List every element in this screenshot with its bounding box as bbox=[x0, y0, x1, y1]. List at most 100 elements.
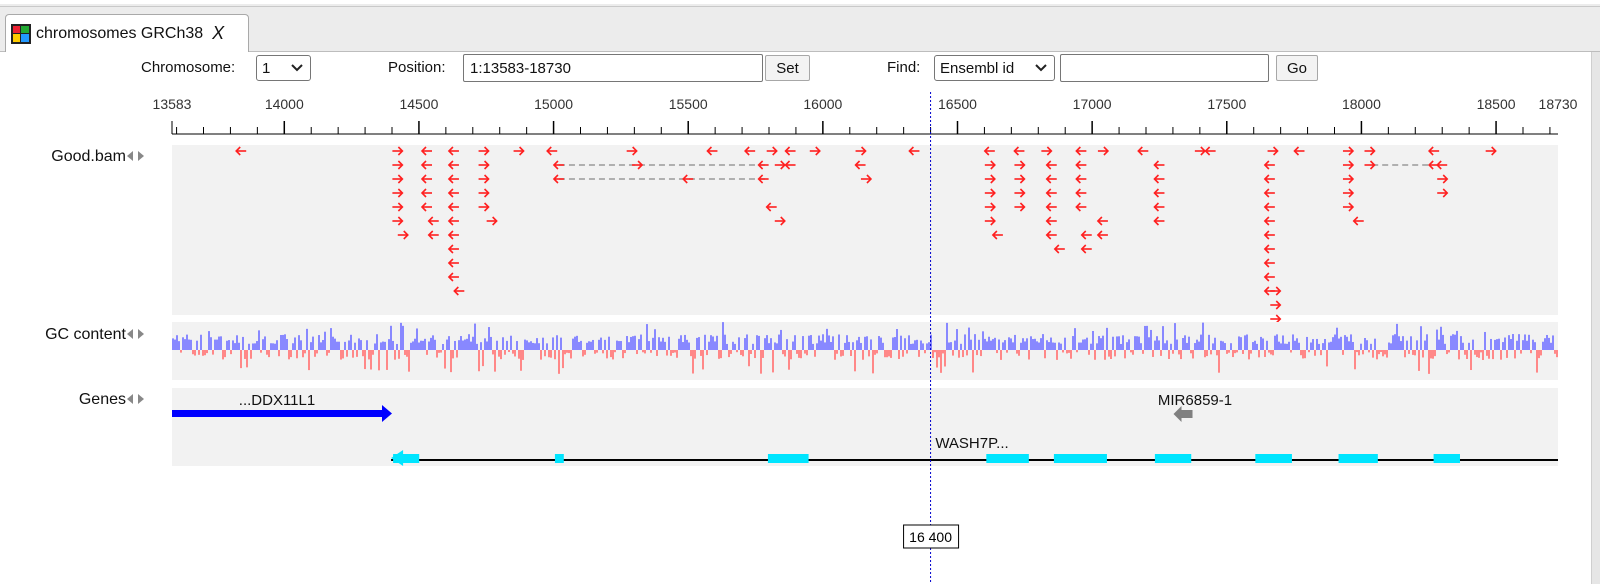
gc-low-bar bbox=[450, 350, 452, 373]
gc-low-bar bbox=[1216, 350, 1218, 356]
gc-low-bar bbox=[1356, 350, 1358, 353]
gc-low-bar bbox=[790, 350, 792, 360]
gc-low-bar bbox=[1068, 350, 1070, 353]
gc-low-bar bbox=[690, 350, 692, 357]
read-head bbox=[682, 174, 688, 184]
read-head bbox=[1263, 160, 1270, 170]
gc-low-bar bbox=[936, 350, 938, 368]
close-icon[interactable]: X bbox=[212, 23, 225, 43]
gc-high-bar bbox=[1332, 337, 1334, 350]
find-type-select[interactable]: Ensembl id bbox=[934, 55, 1055, 81]
gc-high-bar bbox=[680, 335, 682, 350]
gc-low-bar bbox=[1290, 350, 1292, 353]
gc-high-bar bbox=[998, 339, 1000, 350]
gc-low-bar bbox=[672, 350, 674, 353]
read-reverse-arrow bbox=[1263, 230, 1275, 240]
gc-low-bar bbox=[1514, 350, 1516, 359]
gc-low-bar bbox=[854, 350, 856, 372]
read-reverse-arrow bbox=[991, 230, 1003, 240]
gc-bars bbox=[172, 322, 1558, 374]
set-button[interactable]: Set bbox=[765, 55, 810, 81]
tab-chromosomes[interactable]: chromosomes GRCh38 X bbox=[5, 14, 249, 52]
gc-high-bar bbox=[1150, 329, 1152, 350]
gc-high-bar bbox=[812, 343, 814, 350]
gc-high-bar bbox=[1552, 335, 1554, 350]
gc-low-bar bbox=[512, 350, 514, 354]
gc-high-bar bbox=[1042, 334, 1044, 350]
gc-high-bar bbox=[1174, 323, 1176, 350]
track-collapse-arrows-icon[interactable] bbox=[126, 393, 146, 405]
gc-low-bar bbox=[584, 350, 586, 355]
gc-low-bar bbox=[1376, 350, 1378, 360]
gc-low-bar bbox=[886, 350, 888, 358]
gc-high-bar bbox=[348, 340, 350, 350]
track-collapse-arrows-icon[interactable] bbox=[126, 150, 146, 162]
gc-low-bar bbox=[874, 350, 876, 355]
read-head bbox=[637, 160, 644, 170]
read-head bbox=[1348, 188, 1355, 198]
chromosome-select[interactable]: 1 bbox=[256, 55, 311, 81]
gc-high-bar bbox=[1400, 341, 1402, 350]
find-input[interactable] bbox=[1060, 54, 1269, 82]
read-forward-arrow bbox=[984, 216, 996, 226]
gc-high-bar bbox=[766, 335, 768, 350]
gc-low-bar bbox=[1362, 350, 1364, 355]
read-head bbox=[1075, 202, 1081, 212]
gc-low-bar bbox=[1110, 350, 1112, 359]
gc-high-bar bbox=[858, 336, 860, 350]
gc-high-bar bbox=[1254, 340, 1256, 350]
gc-high-bar bbox=[1038, 342, 1040, 350]
gc-high-bar bbox=[474, 323, 476, 350]
read-reverse-arrow bbox=[1075, 202, 1087, 212]
position-input[interactable]: 1:13583-18730 bbox=[463, 54, 763, 82]
read-forward-arrow bbox=[478, 174, 490, 184]
gc-low-bar bbox=[1234, 350, 1236, 354]
gc-high-bar bbox=[1262, 338, 1264, 350]
gc-high-bar bbox=[350, 334, 352, 350]
gc-low-bar bbox=[1088, 350, 1090, 355]
gc-low-bar bbox=[356, 350, 358, 357]
gc-low-bar bbox=[340, 350, 342, 360]
gc-low-bar bbox=[1408, 350, 1410, 354]
gc-low-bar bbox=[1192, 350, 1194, 359]
gc-high-bar bbox=[1276, 334, 1278, 350]
read-reverse-arrow bbox=[427, 216, 439, 226]
gc-low-bar bbox=[260, 350, 262, 353]
gc-high-bar bbox=[1212, 343, 1214, 350]
gc-high-bar bbox=[1214, 337, 1216, 350]
gc-low-bar bbox=[1474, 350, 1476, 355]
gc-high-bar bbox=[188, 339, 190, 350]
go-button[interactable]: Go bbox=[1276, 55, 1318, 81]
read-head bbox=[447, 216, 454, 226]
gene-wash7p-arrowhead bbox=[391, 450, 404, 466]
read-reverse-arrow bbox=[420, 174, 433, 184]
read-reverse-arrow bbox=[1045, 202, 1057, 212]
gc-high-bar bbox=[366, 340, 368, 350]
chevron-down-icon bbox=[291, 64, 303, 72]
gc-low-bar bbox=[1218, 350, 1220, 373]
scrollbar[interactable] bbox=[1591, 52, 1600, 584]
gc-high-bar bbox=[286, 339, 288, 350]
gc-high-bar bbox=[732, 341, 734, 350]
gc-high-bar bbox=[818, 335, 820, 350]
gc-high-bar bbox=[1026, 338, 1028, 350]
read-head bbox=[772, 146, 778, 156]
gc-high-bar bbox=[724, 334, 726, 350]
gc-low-bar bbox=[498, 350, 500, 357]
gc-high-bar bbox=[604, 339, 606, 350]
read-reverse-arrow bbox=[1436, 160, 1448, 170]
gc-high-bar bbox=[1502, 342, 1504, 350]
track-collapse-arrows-icon[interactable] bbox=[126, 328, 146, 340]
ruler-label: 16500 bbox=[938, 96, 977, 112]
gc-low-bar bbox=[996, 350, 998, 354]
read-head bbox=[483, 202, 490, 212]
read-reverse-arrow bbox=[1293, 146, 1305, 156]
ruler-label: 18000 bbox=[1342, 96, 1381, 112]
gc-high-bar bbox=[916, 339, 918, 350]
gc-high-bar bbox=[430, 337, 432, 350]
gc-low-bar bbox=[438, 350, 440, 353]
read-head bbox=[1263, 188, 1270, 198]
gc-high-bar bbox=[434, 339, 436, 350]
gene-label-wash7p: WASH7P... bbox=[935, 435, 1008, 452]
